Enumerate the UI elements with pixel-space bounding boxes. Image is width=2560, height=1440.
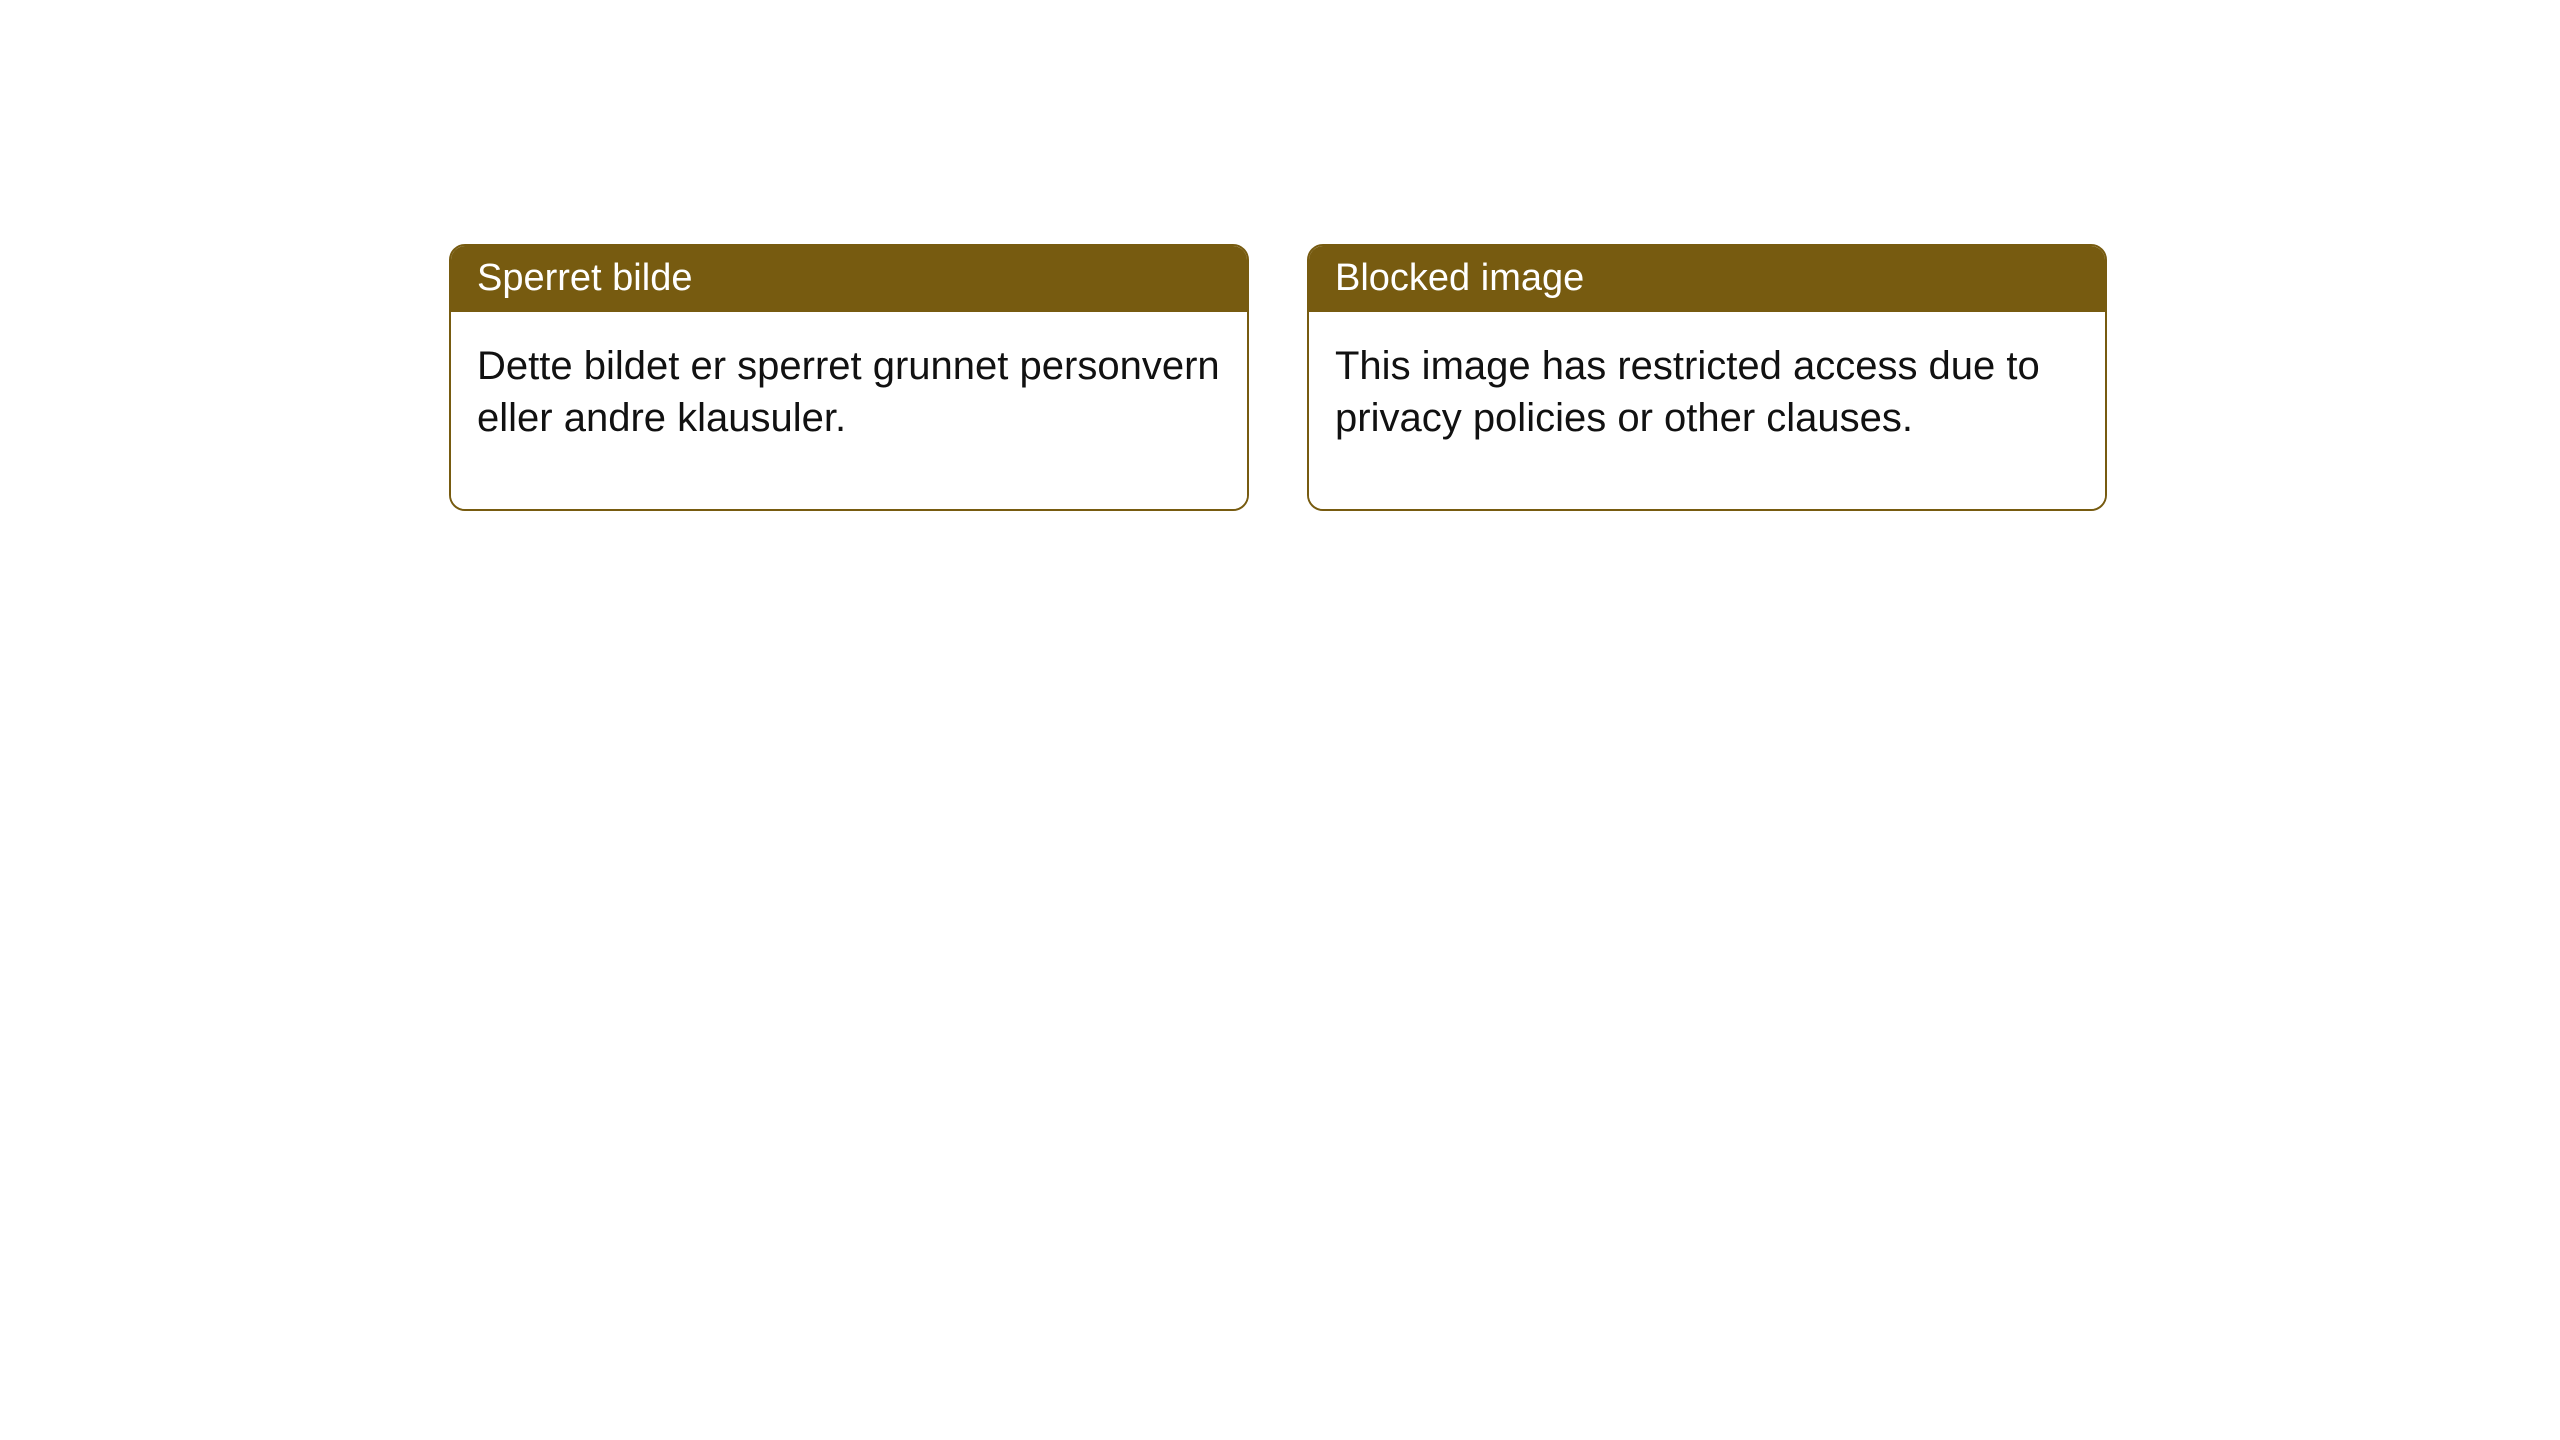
card-norwegian: Sperret bilde Dette bildet er sperret gr… <box>449 244 1249 511</box>
card-body-no: Dette bildet er sperret grunnet personve… <box>451 312 1247 510</box>
blocked-image-notice: Sperret bilde Dette bildet er sperret gr… <box>0 0 2560 511</box>
card-header-en: Blocked image <box>1309 246 2105 312</box>
card-header-no: Sperret bilde <box>451 246 1247 312</box>
card-english: Blocked image This image has restricted … <box>1307 244 2107 511</box>
card-body-en: This image has restricted access due to … <box>1309 312 2105 510</box>
